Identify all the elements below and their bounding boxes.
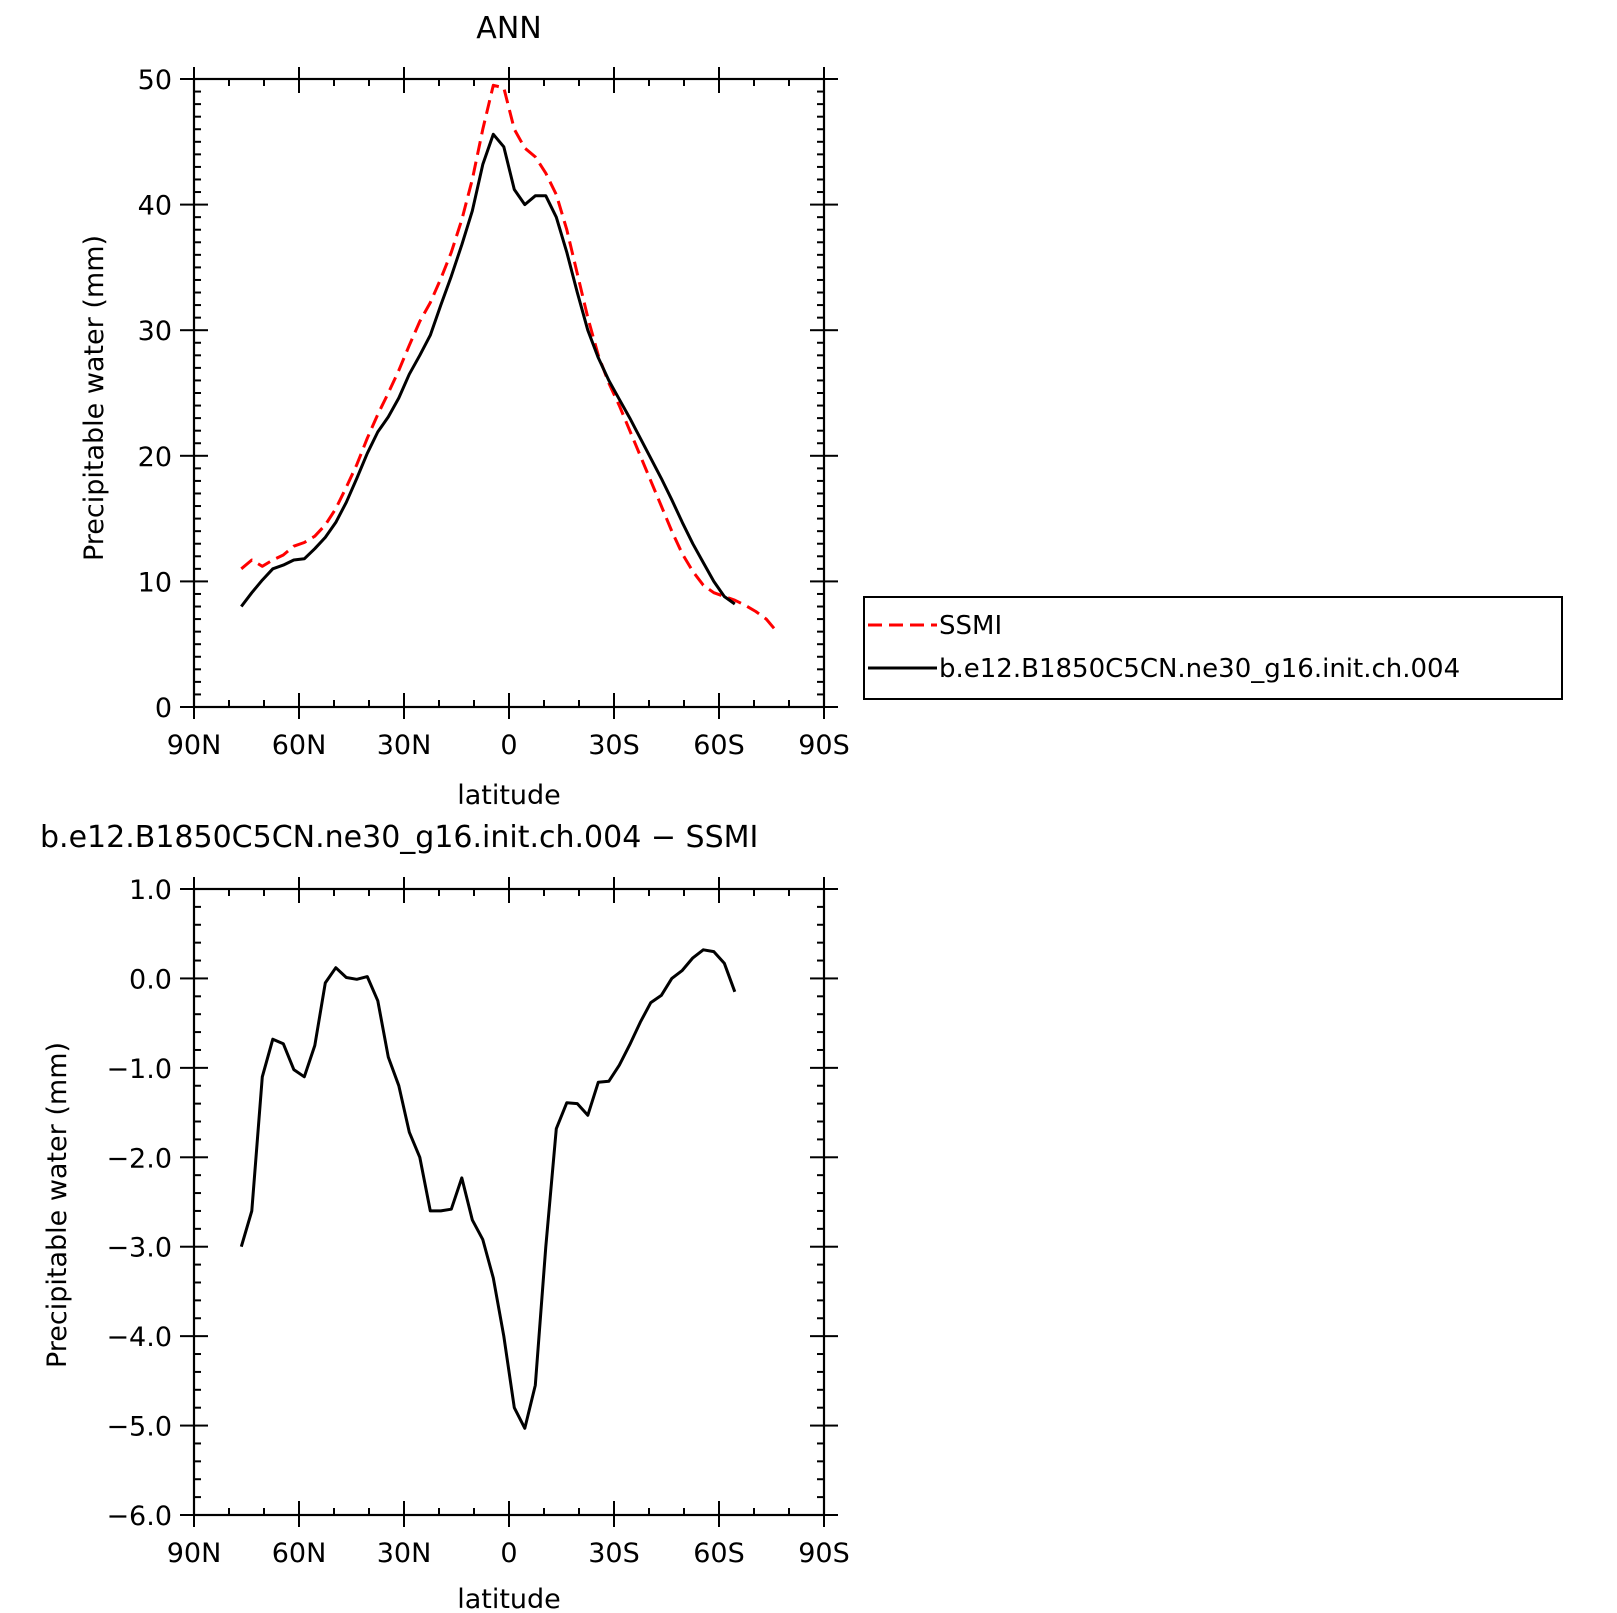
- series-line-0: [239, 948, 737, 1430]
- legend-box: [863, 596, 1563, 700]
- x-tick-label: 30N: [377, 1538, 432, 1569]
- x-tick-label: 0: [500, 1538, 517, 1569]
- plot-area: 90N 60N 30N 0 30S 60S 90S 1.0 0.0 −1.0 −2.0 −3.0 −4.…: [106, 875, 849, 1569]
- y-tick-label: −5.0: [106, 1412, 172, 1443]
- y-tick-label: −2.0: [106, 1143, 172, 1174]
- x-tick-label: 90N: [167, 730, 222, 761]
- x-tick-label: 60S: [693, 1538, 745, 1569]
- x-tick-label: 0: [500, 730, 517, 761]
- x-tick-label: 60N: [272, 730, 327, 761]
- x-tick-label: 30S: [588, 730, 640, 761]
- chart-annual-mean: ANN 90N 60N 30N 0 30S 60S 90S 0 10 20 30 40 50 latit…: [79, 11, 1563, 811]
- y-tick-label: −6.0: [106, 1501, 172, 1532]
- y-tick-label: 1.0: [129, 875, 172, 906]
- y-tick-label: 20: [138, 442, 172, 473]
- y-tick-label: 0: [155, 693, 172, 724]
- y-tick-label: −3.0: [106, 1233, 172, 1264]
- y-tick-label: 0.0: [129, 964, 172, 995]
- y-axis-title: Precipitable water (mm): [42, 1042, 73, 1368]
- plot-frame: [192, 887, 826, 1517]
- legend-label-ssmi: SSMI: [939, 611, 1002, 641]
- x-axis-title: latitude: [457, 780, 561, 811]
- chart-title: b.e12.B1850C5CN.ne30_g16.init.ch.004 − S…: [40, 820, 758, 855]
- chart-title: ANN: [476, 11, 541, 46]
- x-tick-label: 30N: [377, 730, 432, 761]
- x-tick-label: 90S: [798, 730, 850, 761]
- plot-area: 90N 60N 30N 0 30S 60S 90S 0 10 20 30 40 50: [138, 65, 850, 761]
- legend: SSMI b.e12.B1850C5CN.ne30_g16.init.ch.00…: [863, 596, 1563, 700]
- chart-difference: b.e12.B1850C5CN.ne30_g16.init.ch.004 − S…: [40, 820, 850, 1613]
- y-tick-label: 10: [138, 567, 172, 598]
- x-tick-label: 90S: [798, 1538, 850, 1569]
- series-line-0: [240, 83, 778, 633]
- x-axis-title: latitude: [457, 1584, 561, 1613]
- y-tick-label: −1.0: [106, 1054, 172, 1085]
- y-tick-label: 30: [138, 316, 172, 347]
- y-tick-label: 50: [138, 65, 172, 96]
- x-tick-label: 60N: [272, 1538, 327, 1569]
- legend-label-model: b.e12.B1850C5CN.ne30_g16.init.ch.004: [939, 654, 1460, 684]
- y-axis-title: Precipitable water (mm): [79, 235, 110, 561]
- series-line-1: [240, 132, 736, 608]
- x-tick-label: 90N: [167, 1538, 222, 1569]
- y-tick-label: 40: [138, 191, 172, 222]
- y-tick-label: −4.0: [106, 1322, 172, 1353]
- x-tick-label: 30S: [588, 1538, 640, 1569]
- x-tick-label: 60S: [693, 730, 745, 761]
